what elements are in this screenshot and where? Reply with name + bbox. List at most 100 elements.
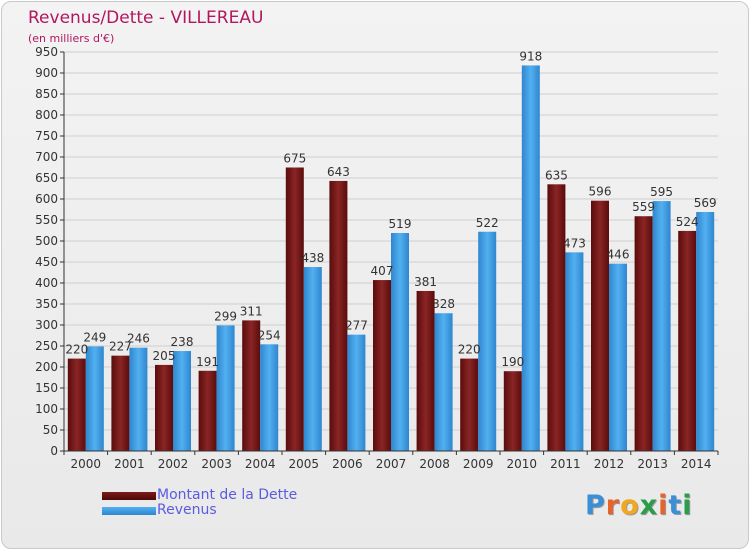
y-tick-label: 250 (35, 339, 58, 353)
y-tick-label: 900 (35, 66, 58, 80)
bar-revenus (303, 267, 322, 451)
x-tick-label: 2002 (158, 457, 189, 471)
data-label-dette: 220 (65, 343, 88, 357)
y-tick-label: 100 (35, 402, 58, 416)
y-tick-label: 400 (35, 276, 58, 290)
data-label-dette: 205 (153, 349, 176, 363)
data-label-revenus: 569 (694, 196, 717, 210)
bar-revenus (173, 351, 191, 451)
bars-layer (67, 65, 715, 452)
data-label-dette: 220 (458, 343, 481, 357)
logo-letter: o (620, 490, 640, 521)
data-label-dette: 643 (327, 165, 350, 179)
bar-dette (460, 358, 479, 451)
bar-revenus (521, 65, 540, 451)
data-label-dette: 524 (676, 215, 699, 229)
axis-layer: 0 50 100 150 200 250 300 350 400 450 500 550 600 650 7… (35, 45, 719, 471)
data-label-revenus: 918 (519, 49, 542, 63)
data-label-revenus: 438 (301, 251, 324, 265)
y-tick-label: 950 (35, 45, 58, 59)
chart-title: Revenus/Dette - VILLEREAU (28, 8, 264, 28)
data-label-revenus: 246 (127, 332, 150, 346)
y-tick-label: 350 (35, 297, 58, 311)
data-label-dette: 407 (371, 264, 394, 278)
data-label-revenus: 446 (607, 248, 630, 262)
bar-dette (242, 320, 261, 451)
bar-revenus (129, 347, 148, 451)
bar-dette (67, 358, 86, 451)
y-tick-label: 0 (50, 444, 58, 458)
x-tick-label: 2014 (681, 457, 712, 471)
legend-swatch-dette (102, 492, 156, 500)
data-label-dette: 311 (240, 304, 263, 318)
data-label-dette: 559 (632, 200, 655, 214)
bar-revenus (652, 201, 671, 451)
x-tick-label: 2000 (71, 457, 102, 471)
x-tick-label: 2012 (594, 457, 625, 471)
bar-dette (591, 200, 609, 451)
bar-revenus (696, 212, 715, 451)
data-label-dette: 675 (283, 152, 306, 166)
bar-revenus (565, 252, 584, 451)
bar-dette (329, 180, 348, 451)
x-tick-label: 2010 (507, 457, 538, 471)
data-label-dette: 635 (545, 168, 568, 182)
bar-dette (547, 184, 566, 452)
x-tick-label: 2003 (201, 457, 232, 471)
bar-dette (416, 290, 435, 451)
x-tick-label: 2004 (245, 457, 276, 471)
x-tick-label: 2005 (289, 457, 320, 471)
y-tick-label: 650 (35, 171, 58, 185)
data-label-revenus: 299 (214, 309, 237, 323)
y-tick-label: 550 (35, 213, 58, 227)
x-tick-label: 2008 (419, 457, 450, 471)
data-label-dette: 596 (589, 185, 612, 199)
y-tick-label: 500 (35, 234, 58, 248)
logo-letter: i (682, 490, 693, 521)
logo-letter: t (668, 490, 683, 521)
data-label-revenus: 254 (258, 328, 281, 342)
bar-dette (111, 355, 130, 451)
y-tick-label: 700 (35, 150, 58, 164)
data-label-dette: 190 (501, 355, 524, 369)
bar-dette (198, 370, 217, 451)
data-label-revenus: 249 (83, 330, 106, 344)
bar-dette (285, 167, 304, 451)
data-label-revenus: 595 (650, 185, 673, 199)
legend-label-revenus: Revenus (157, 502, 217, 518)
data-label-revenus: 277 (345, 319, 368, 333)
x-tick-label: 2013 (637, 457, 668, 471)
bar-revenus (85, 346, 104, 451)
y-tick-label: 50 (43, 423, 58, 437)
legend-swatch-revenus (102, 507, 156, 515)
data-label-dette: 227 (109, 340, 132, 354)
data-label-revenus: 519 (389, 217, 412, 231)
data-label-revenus: 522 (476, 216, 499, 230)
logo-letter: i (658, 490, 669, 521)
logo-letter: P (585, 490, 606, 521)
y-tick-label: 750 (35, 129, 58, 143)
y-tick-label: 300 (35, 318, 58, 332)
data-label-revenus: 238 (171, 335, 194, 349)
bar-revenus (391, 233, 409, 451)
x-tick-label: 2001 (114, 457, 145, 471)
y-tick-label: 200 (35, 360, 58, 374)
bar-revenus (347, 334, 366, 451)
bar-revenus (478, 231, 497, 451)
logo-letter: r (605, 490, 621, 521)
data-label-dette: 381 (414, 275, 437, 289)
y-tick-label: 800 (35, 108, 58, 122)
x-tick-label: 2006 (332, 457, 363, 471)
x-tick-label: 2007 (376, 457, 407, 471)
bar-revenus (216, 325, 235, 451)
data-label-dette: 191 (196, 355, 219, 369)
bar-dette (634, 216, 653, 451)
data-label-revenus: 473 (563, 236, 586, 250)
y-tick-label: 150 (35, 381, 58, 395)
legend-label-dette: Montant de la Dette (157, 487, 298, 503)
x-tick-label: 2011 (550, 457, 581, 471)
x-tick-label: 2009 (463, 457, 494, 471)
